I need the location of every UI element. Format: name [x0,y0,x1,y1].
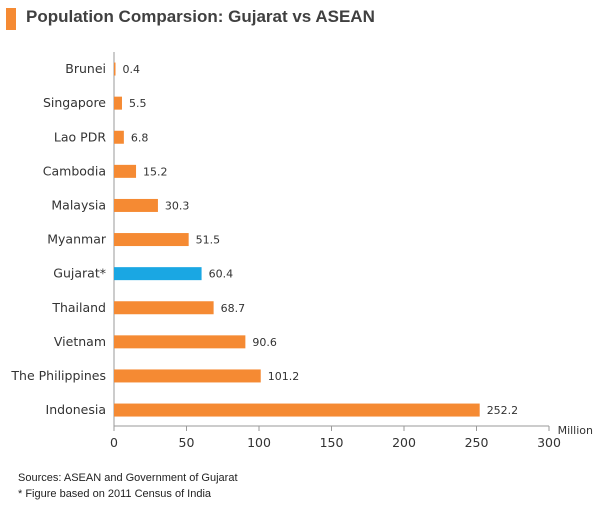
value-label: 0.4 [123,63,141,76]
value-label: 252.2 [487,404,519,417]
x-tick-label: 50 [179,435,195,450]
category-label: Cambodia [43,163,106,178]
category-label: The Philippines [10,368,106,383]
census-note: * Figure based on 2011 Census of India [18,488,212,500]
category-label: Malaysia [51,197,106,212]
category-label: Lao PDR [54,129,106,144]
x-tick-label: 200 [392,435,416,450]
value-label: 15.2 [143,165,168,178]
x-tick-label: 100 [247,435,271,450]
category-label: Myanmar [47,232,107,247]
bar-10 [114,403,480,417]
bar-7 [114,301,214,315]
value-label: 30.3 [165,199,190,212]
bar-6 [114,267,202,281]
x-tick-label: 150 [320,435,344,450]
value-label: 51.5 [196,234,221,247]
x-tick-label: 300 [537,435,561,450]
bar-1 [114,96,122,110]
value-label: 101.2 [268,370,300,383]
value-label: 90.6 [252,336,277,349]
value-label: 5.5 [129,97,147,110]
category-label: Vietnam [54,334,106,349]
value-label: 6.8 [131,131,149,144]
bar-5 [114,233,189,247]
value-label: 60.4 [209,268,234,281]
category-label: Indonesia [46,402,106,417]
bar-9 [114,369,261,383]
bar-4 [114,198,158,212]
x-tick-label: 250 [465,435,489,450]
title-accent-bar [6,8,16,30]
category-label: Gujarat* [53,266,106,281]
x-tick-label: 0 [110,435,118,450]
value-label: 68.7 [221,302,246,315]
bar-2 [114,130,124,144]
source-note: Sources: ASEAN and Government of Gujarat [18,472,238,484]
bar-0 [114,62,116,76]
category-label: Thailand [51,300,106,315]
chart-title: Population Comparsion: Gujarat vs ASEAN [26,7,375,26]
bar-3 [114,164,137,178]
unit-label: Million [558,424,593,437]
bar-8 [114,335,246,349]
category-label: Singapore [43,95,106,110]
category-label: Brunei [65,61,106,76]
footnotes: Sources: ASEAN and Government of Gujarat… [18,470,238,502]
